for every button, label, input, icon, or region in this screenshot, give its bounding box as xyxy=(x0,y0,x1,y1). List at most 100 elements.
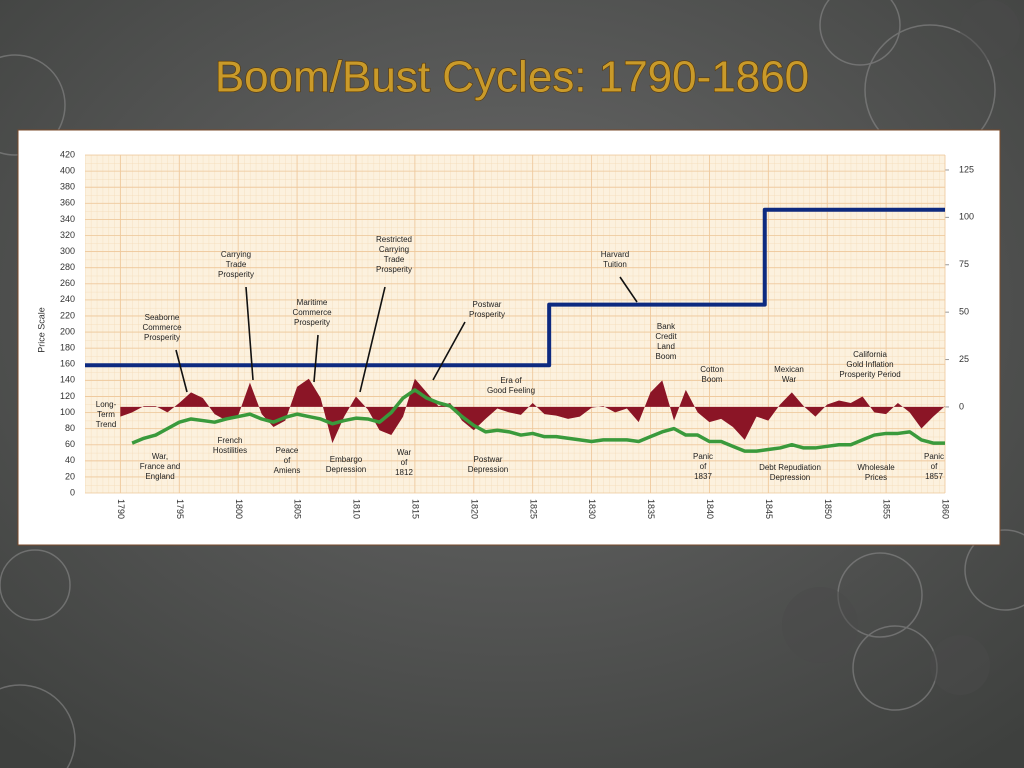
y2-tick-label: 0 xyxy=(959,401,964,411)
annotation: Prosperity xyxy=(469,310,505,319)
annotation: Land xyxy=(657,342,675,351)
annotation-pointer xyxy=(619,276,638,303)
annotation: Boom xyxy=(702,375,723,384)
y-tick-label: 40 xyxy=(65,455,75,465)
annotation: Seaborne xyxy=(145,313,180,322)
annotation: Era of xyxy=(500,376,522,385)
annotation: of xyxy=(284,456,291,465)
annotation: Term xyxy=(97,410,115,419)
x-tick-label: 1840 xyxy=(705,499,715,519)
x-tick-label: 1800 xyxy=(234,499,244,519)
x-tick-label: 1850 xyxy=(823,499,833,519)
slide-title: Boom/Bust Cycles: 1790-1860 xyxy=(215,53,809,102)
plot: 0 20 40 60 80 100 120 140 160 180 200 220 240 260 280 3… xyxy=(60,149,974,519)
y-tick-label: 340 xyxy=(60,214,75,224)
annotation: Prosperity Period xyxy=(839,370,900,379)
annotation: Postwar xyxy=(473,300,502,309)
y-tick-label: 160 xyxy=(60,359,75,369)
x-tick-label: 1835 xyxy=(646,499,656,519)
annotation: Peace xyxy=(276,446,299,455)
y-tick-label: 420 xyxy=(60,149,75,159)
annotation: Good Feeling xyxy=(487,386,535,395)
annotation: Carrying xyxy=(379,245,409,254)
y2-tick-label: 50 xyxy=(959,307,969,317)
y-tick-label: 380 xyxy=(60,182,75,192)
annotation: 1837 xyxy=(694,472,712,481)
annotation: Long- xyxy=(96,400,117,409)
annotation: Carrying xyxy=(221,250,251,259)
annotation: of xyxy=(401,458,408,467)
y-tick-label: 260 xyxy=(60,278,75,288)
annotation: Depression xyxy=(326,465,366,474)
annotation: Tuition xyxy=(603,260,627,269)
annotation: Debt Repudiation xyxy=(759,463,821,472)
minor-grid xyxy=(85,155,945,493)
tuition-line xyxy=(85,207,945,368)
y-tick-label: 80 xyxy=(65,423,75,433)
y-tick-label: 280 xyxy=(60,262,75,272)
annotation: Depression xyxy=(770,473,810,482)
y-tick-label: 200 xyxy=(60,326,75,336)
annotation: Prosperity xyxy=(144,333,180,342)
deviation-area xyxy=(120,378,945,444)
x-tick-label: 1810 xyxy=(352,499,362,519)
y-tick-label: 240 xyxy=(60,294,75,304)
y-tick-label: 100 xyxy=(60,407,75,417)
x-tick-label: 1830 xyxy=(587,499,597,519)
annotation: Prosperity xyxy=(218,270,254,279)
price-line xyxy=(131,388,945,453)
y-tick-label: 360 xyxy=(60,198,75,208)
annotation: Panic xyxy=(693,452,713,461)
annotation: Boom xyxy=(656,352,677,361)
annotation: Restricted xyxy=(376,235,412,244)
annotation: Hostilities xyxy=(213,446,247,455)
annotation: Trade xyxy=(384,255,405,264)
x-tick-label: 1805 xyxy=(293,499,303,519)
y-tick-label: 140 xyxy=(60,375,75,385)
annotation: Prosperity xyxy=(376,265,412,274)
annotation: California xyxy=(853,350,887,359)
annotation: of xyxy=(700,462,707,471)
y-tick-label: 180 xyxy=(60,343,75,353)
annotation: Prices xyxy=(865,473,887,482)
x-tick-label: 1855 xyxy=(882,499,892,519)
y-axis-label: Price Scale xyxy=(36,307,46,353)
annotation: Bank xyxy=(657,322,676,331)
annotation: French xyxy=(218,436,243,445)
annotation: Harvard xyxy=(601,250,629,259)
annotation: England xyxy=(145,472,174,481)
annotation: Depression xyxy=(468,465,508,474)
annotation: Credit xyxy=(655,332,677,341)
annotation-pointer xyxy=(359,286,386,393)
annotation: Trade xyxy=(226,260,247,269)
annotation: 1857 xyxy=(925,472,943,481)
annotation: War, xyxy=(152,452,168,461)
annotation: War xyxy=(782,375,797,384)
y2-tick-label: 100 xyxy=(959,212,974,222)
x-tick-label: 1820 xyxy=(469,499,479,519)
annotation: Maritime xyxy=(297,298,328,307)
y2-tick-label: 25 xyxy=(959,354,969,364)
annotation-pointer xyxy=(175,349,188,393)
y-tick-label: 0 xyxy=(70,487,75,497)
x-tick-label: 1845 xyxy=(764,499,774,519)
y-tick-label: 120 xyxy=(60,391,75,401)
annotation: Postwar xyxy=(474,455,503,464)
y-tick-label: 20 xyxy=(65,471,75,481)
annotation-pointer xyxy=(245,286,254,381)
annotation: Gold Inflation xyxy=(846,360,893,369)
x-tick-label: 1815 xyxy=(410,499,420,519)
annotation: France and xyxy=(140,462,180,471)
x-tick-label: 1790 xyxy=(116,499,126,519)
annotation: Prosperity xyxy=(294,318,330,327)
annotation: 1812 xyxy=(395,468,413,477)
x-tick-label: 1825 xyxy=(528,499,538,519)
y-tick-label: 320 xyxy=(60,230,75,240)
annotation: Wholesale xyxy=(857,463,895,472)
annotation: Trend xyxy=(96,420,117,429)
annotation: Cotton xyxy=(700,365,724,374)
y-tick-label: 220 xyxy=(60,310,75,320)
annotation: Embargo xyxy=(330,455,363,464)
y-tick-label: 400 xyxy=(60,165,75,175)
annotation: Amiens xyxy=(274,466,301,475)
